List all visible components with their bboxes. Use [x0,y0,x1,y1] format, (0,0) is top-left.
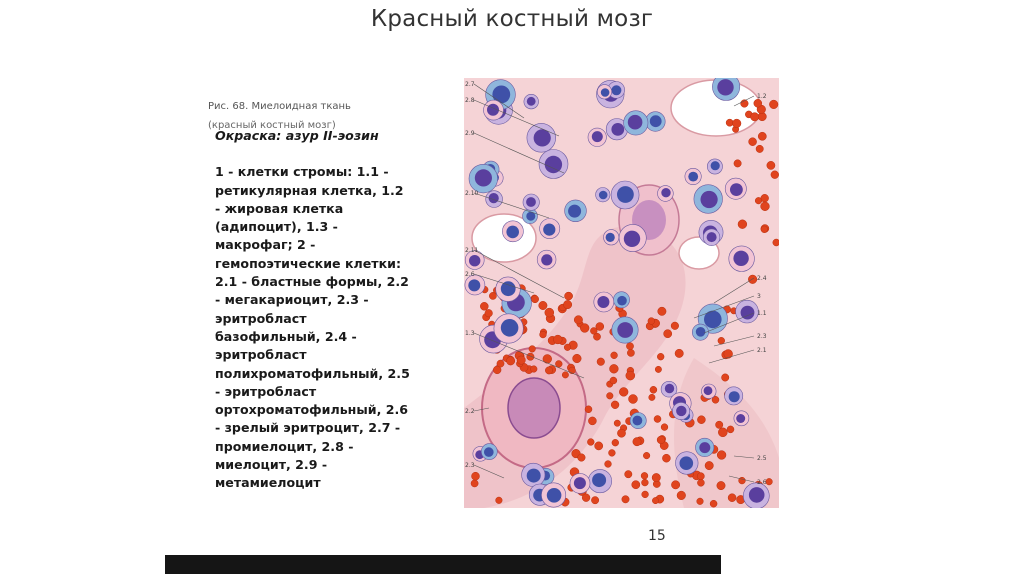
legend-text: 1 - клетки стромы: 1.1 - ретикулярная кл… [215,164,410,491]
figure-label-left: 2.11 [465,247,479,254]
figure-label-left: 2.7 [465,81,475,88]
figure-label-right: 2.5 [757,455,767,462]
figure-label-right: 2.4 [757,275,767,282]
figure-label-left: 1.3 [465,330,475,337]
figure-label-right: 2.1 [757,347,767,354]
slide-title: Красный костный мозг [370,6,654,32]
figure-label-left: 2.6 [465,271,475,278]
figure-label-right: 1.1 [757,310,767,317]
figure-subtitle: (красный костный мозг) [208,120,336,131]
figure-label-left: 2.3 [465,462,475,469]
figure-label-left: 2.10 [465,190,479,197]
bone-marrow-illustration: 2.7 2.8 2.9 2.10 2.11 2.6 1.3 2.2 2.3 1.2 2.4 3 1.1 2… [464,78,779,508]
figure-label-left: 2.8 [465,97,475,104]
figure-label-left: 2.9 [465,130,475,137]
figure-legend: Окраска: азур II-эозин 1 - клетки стромы… [215,127,410,555]
figure-number: Рис. 68. Миелоидная ткань [208,101,351,112]
figure-label-right: 1.2 [757,93,767,100]
figure-caption: Рис. 68. Миелоидная ткань (красный костн… [208,97,408,135]
stain-label: Окраска: азур II-эозин [215,128,379,143]
figure-label-left: 2.2 [465,408,475,415]
figure-label-right: 2.3 [757,333,767,340]
histology-drawing: 2.7 2.8 2.9 2.10 2.11 2.6 1.3 2.2 2.3 1.2 2.4 3 1.1 2… [464,78,779,508]
bottom-bar [165,555,721,574]
figure-label-right: 2.6 [757,479,767,486]
page-number: 15 [648,528,666,544]
figure-label-right: 3 [757,293,761,300]
